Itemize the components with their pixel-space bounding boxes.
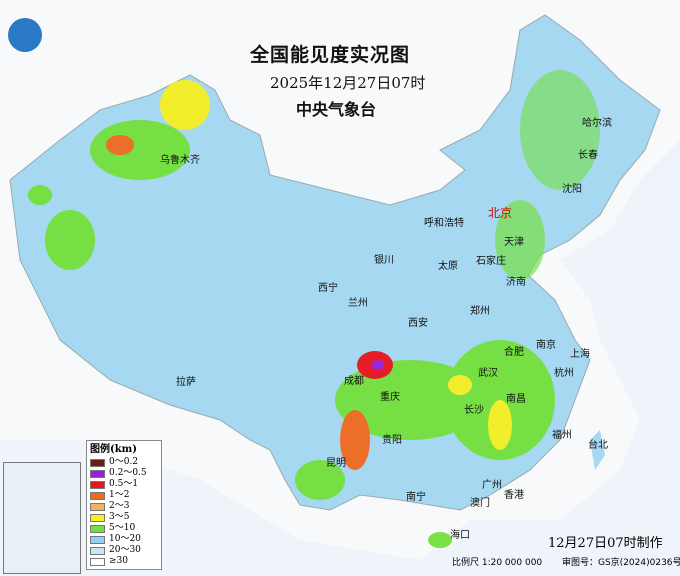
legend-swatch [90,524,105,533]
city-label: 沈阳 [562,184,582,195]
city-label: 天津 [504,237,524,248]
city-label: 北京 [488,206,513,220]
city-label: 台北 [588,440,608,451]
legend-label: 2～3 [109,501,130,511]
legend-swatch [90,546,105,555]
city-label: 广州 [482,480,502,491]
city-label: 哈尔滨 [582,118,612,129]
legend-label: 10～20 [109,534,141,544]
city-label: 银川 [374,255,394,266]
city-label: 南昌 [506,394,526,405]
legend-label: 1～2 [109,490,130,500]
legend-label: 20～30 [109,545,141,555]
legend-item: 2～3 [90,501,158,512]
city-label: 贵阳 [382,435,402,446]
legend-label: 5～10 [109,523,136,533]
city-label: 重庆 [380,392,400,403]
map-title: 全国能见度实况图 [250,44,411,66]
legend: 图例(km) 0～0.2 0.2～0.5 0.5～1 1～2 2～3 3～5 5～10 10～… [86,440,162,570]
legend-label: 0～0.2 [109,457,139,467]
city-label: 长沙 [464,405,484,416]
city-label: 石家庄 [476,256,506,267]
city-label: 郑州 [470,306,490,317]
legend-item: 5～10 [90,523,158,534]
legend-item: 0～0.2 [90,457,158,468]
legend-label: 3～5 [109,512,130,522]
city-label: 上海 [570,349,590,360]
city-label: 兰州 [348,298,368,309]
city-label: 昆明 [326,458,346,469]
city-label: 福州 [552,430,572,441]
city-label: 杭州 [554,368,574,379]
legend-item: 0.5～1 [90,479,158,490]
city-label: 乌鲁木齐 [160,155,200,166]
city-label: 南宁 [406,492,426,503]
city-label: 太原 [438,261,458,272]
legend-item: ≥30 [90,556,158,567]
legend-label: 0.5～1 [109,479,139,489]
legend-swatch [90,469,105,478]
city-label: 西宁 [318,283,338,294]
city-label: 成都 [344,376,364,387]
cma-logo [8,18,42,52]
organization: 中央气象台 [296,100,377,119]
legend-item: 0.2～0.5 [90,468,158,479]
legend-item: 1～2 [90,490,158,501]
city-label: 香港 [504,490,524,501]
production-time: 12月27日07时制作 [548,536,663,551]
city-label: 长春 [578,150,598,161]
city-label: 济南 [506,277,526,288]
legend-swatch [90,480,105,489]
legend-swatch [90,458,105,467]
legend-swatch [90,535,105,544]
city-label: 合肥 [504,347,524,358]
legend-label: 0.2～0.5 [109,468,147,478]
city-label: 澳门 [470,498,490,509]
city-label: 西安 [408,318,428,329]
legend-swatch [90,513,105,522]
legend-swatch [90,491,105,500]
south-china-sea-inset [3,462,81,574]
visibility-overlays [28,70,600,548]
legend-title: 图例(km) [90,444,137,455]
legend-item: 3～5 [90,512,158,523]
legend-item: 20～30 [90,545,158,556]
city-label: 呼和浩特 [424,218,464,229]
legend-swatch [90,502,105,511]
legend-label: ≥30 [109,556,128,566]
review-number: 审图号：GS京(2024)0236号 [562,558,680,568]
legend-swatch [90,557,105,566]
city-label: 武汉 [478,368,498,379]
map-datetime: 2025年12月27日07时 [270,74,426,92]
city-label: 海口 [450,530,470,541]
city-label: 拉萨 [176,377,196,388]
city-label: 南京 [536,340,556,351]
legend-item: 10～20 [90,534,158,545]
map-scale: 比例尺 1:20 000 000 [452,558,543,568]
legend-items: 0～0.2 0.2～0.5 0.5～1 1～2 2～3 3～5 5～10 10～20 20～30… [90,457,158,567]
